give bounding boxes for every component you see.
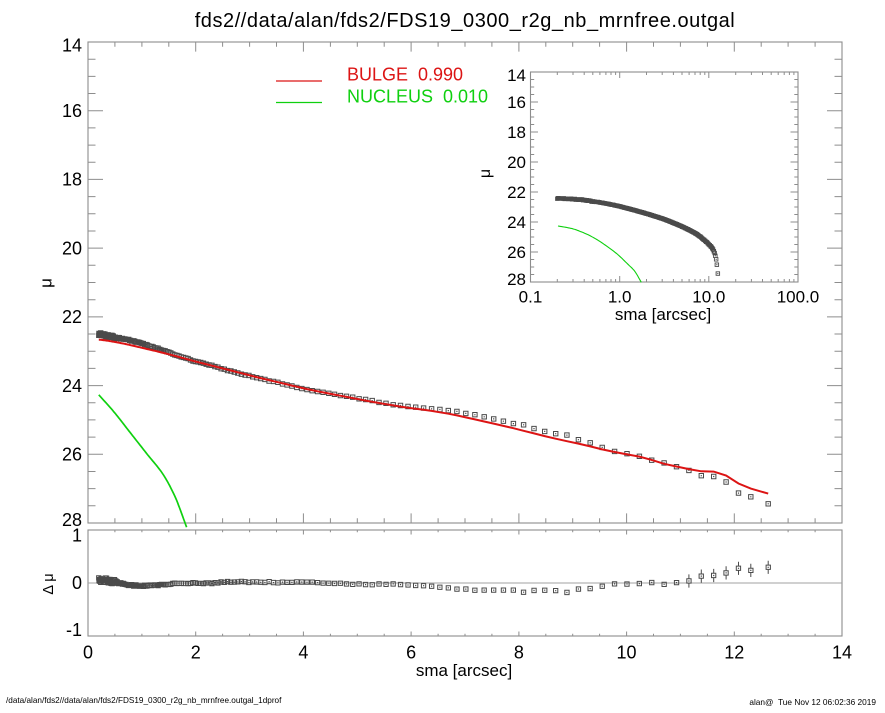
svg-text:22: 22 <box>507 183 526 202</box>
svg-text:0: 0 <box>72 573 82 593</box>
svg-text:24: 24 <box>62 376 82 396</box>
svg-text:4: 4 <box>298 642 308 662</box>
svg-text:18: 18 <box>507 123 526 142</box>
svg-text:8: 8 <box>514 642 524 662</box>
svg-text:14: 14 <box>832 642 852 662</box>
svg-text:1.0: 1.0 <box>608 288 632 307</box>
svg-text:28: 28 <box>62 510 82 530</box>
svg-text:fds2//data/alan/fds2/FDS19_030: fds2//data/alan/fds2/FDS19_0300_r2g_nb_m… <box>195 10 736 32</box>
svg-text:10: 10 <box>617 642 637 662</box>
svg-text:26: 26 <box>507 243 526 262</box>
svg-text:26: 26 <box>62 444 82 464</box>
svg-text:sma [arcsec]: sma [arcsec] <box>615 305 711 324</box>
svg-text:/data/alan/fds2//data/alan/fds: /data/alan/fds2//data/alan/fds2/FDS19_03… <box>6 696 282 705</box>
svg-text:12: 12 <box>724 642 744 662</box>
svg-text:-1: -1 <box>66 620 82 640</box>
svg-text:14: 14 <box>62 35 82 55</box>
svg-text:0: 0 <box>83 642 93 662</box>
svg-text:14: 14 <box>507 66 526 85</box>
svg-text:1: 1 <box>72 526 82 546</box>
svg-text:6: 6 <box>406 642 416 662</box>
svg-text:sma [arcsec]: sma [arcsec] <box>416 661 512 680</box>
svg-text:μ: μ <box>477 169 494 178</box>
svg-text:100.0: 100.0 <box>777 288 820 307</box>
svg-text:16: 16 <box>507 93 526 112</box>
svg-text:22: 22 <box>62 307 82 327</box>
svg-text:16: 16 <box>62 101 82 121</box>
svg-text:0.1: 0.1 <box>519 288 543 307</box>
svg-text:alan@ Tue Nov 12 06:02:36 201: alan@ Tue Nov 12 06:02:36 2019 <box>749 697 876 707</box>
svg-text:10.0: 10.0 <box>692 288 725 307</box>
svg-text:μ: μ <box>37 278 56 288</box>
svg-text:20: 20 <box>507 153 526 172</box>
svg-text:Δ μ: Δ μ <box>41 573 57 594</box>
svg-text:28: 28 <box>507 270 526 289</box>
svg-text:2: 2 <box>191 642 201 662</box>
svg-text:18: 18 <box>62 170 82 190</box>
svg-text:BULGE 0.990: BULGE 0.990 <box>347 65 463 85</box>
svg-text:24: 24 <box>507 213 526 232</box>
svg-text:NUCLEUS 0.010: NUCLEUS 0.010 <box>347 87 488 107</box>
svg-text:20: 20 <box>62 238 82 258</box>
